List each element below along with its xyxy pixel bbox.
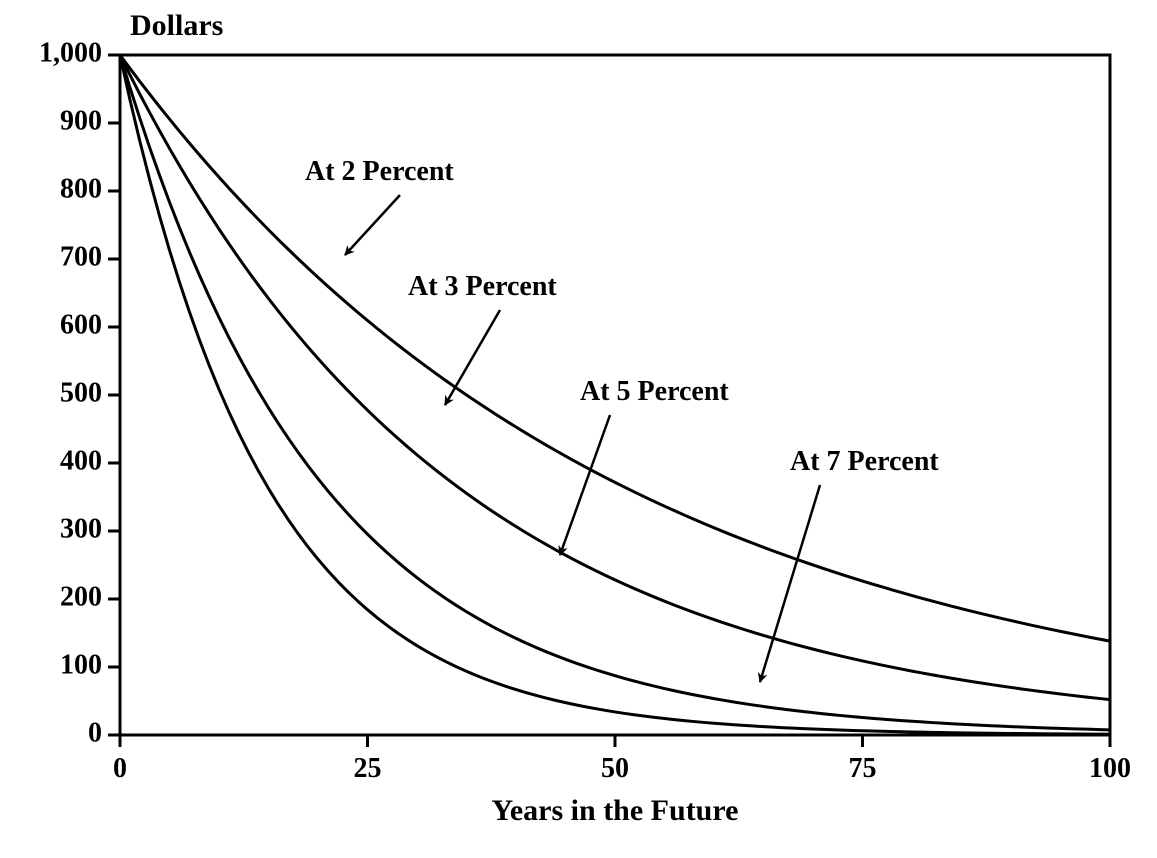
y-tick-label: 0 (88, 717, 102, 748)
x-tick-label: 25 (354, 753, 382, 784)
series-label-rate3: At 3 Percent (408, 271, 557, 302)
series-label-rate7: At 7 Percent (790, 446, 939, 477)
y-tick-label: 200 (60, 581, 102, 612)
chart-svg: 0 100 200 300 400 500 600 700 800 900 1,000 0 25 50 75… (0, 0, 1157, 858)
y-tick-label: 800 (60, 173, 102, 204)
x-tick-label: 100 (1089, 753, 1131, 784)
series-label-rate2: At 2 Percent (305, 156, 454, 187)
y-axis-title: Dollars (130, 9, 223, 42)
x-tick-label: 75 (849, 753, 877, 784)
y-tick-label: 300 (60, 513, 102, 544)
discount-chart: 0 100 200 300 400 500 600 700 800 900 1,000 0 25 50 75… (0, 0, 1157, 858)
series-label-rate5: At 5 Percent (580, 376, 729, 407)
x-tick-label: 50 (601, 753, 629, 784)
x-axis-title: Years in the Future (492, 794, 739, 827)
y-tick-label: 700 (60, 241, 102, 272)
y-tick-label: 500 (60, 377, 102, 408)
y-tick-label: 1,000 (39, 37, 102, 68)
y-tick-label: 100 (60, 649, 102, 680)
x-tick-label: 0 (113, 753, 127, 784)
y-tick-label: 600 (60, 309, 102, 340)
y-tick-label: 400 (60, 445, 102, 476)
y-tick-label: 900 (60, 105, 102, 136)
